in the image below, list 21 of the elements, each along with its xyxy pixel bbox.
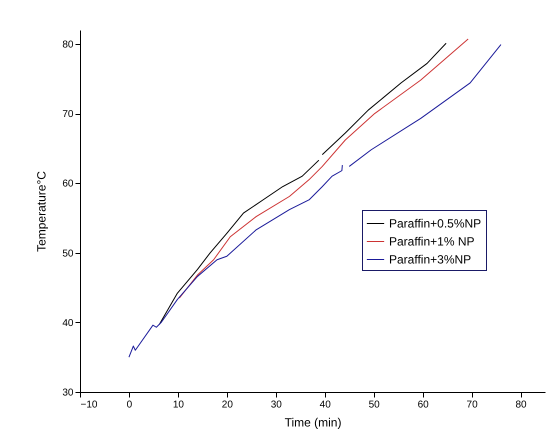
x-tick-label: 0 (126, 400, 133, 410)
y-tick-label: 40 (62, 318, 74, 329)
y-tick-label: 70 (62, 109, 74, 120)
x-tick-label: 20 (222, 400, 234, 410)
x-tick-label: 10 (172, 400, 184, 410)
legend-label: Paraffin+0.5%NP (389, 216, 482, 230)
y-tick-label: 80 (62, 39, 74, 50)
x-tick-label: −10 (80, 400, 98, 410)
y-tick-label: 30 (62, 388, 74, 398)
x-tick-label: 40 (320, 400, 332, 410)
x-tick-label: 60 (418, 400, 430, 410)
legend-label: Paraffin+3%NP (389, 252, 472, 266)
y-tick-label: 60 (62, 178, 74, 190)
y-tick-label: 50 (62, 248, 74, 260)
x-tick-label: 30 (270, 400, 282, 410)
x-tick-label: 70 (466, 400, 478, 410)
legend-label: Paraffin+1% NP (389, 234, 474, 248)
x-tick-label: 80 (515, 400, 528, 410)
x-axis-title: Time (min) (284, 416, 342, 430)
y-axis-title: Temperature°C (34, 170, 48, 252)
x-tick-label: 50 (368, 400, 380, 410)
